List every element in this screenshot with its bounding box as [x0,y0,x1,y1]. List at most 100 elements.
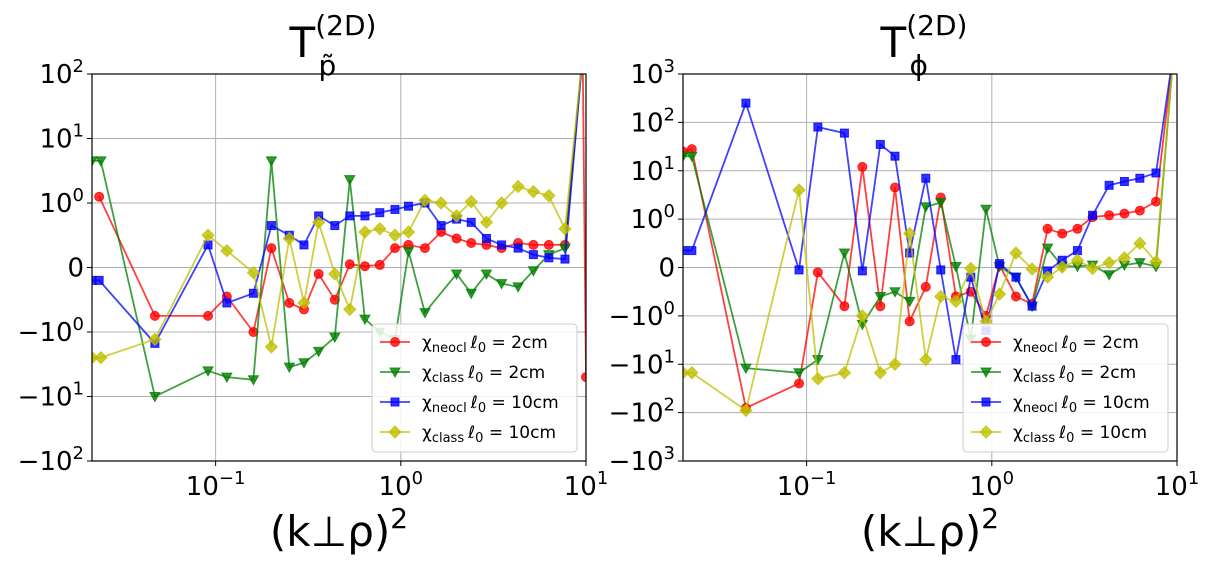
tick-base: −10 [18,447,73,477]
data-point [740,363,752,375]
tick-exponent: 2 [73,56,84,77]
data-point [950,262,962,273]
tick-base: 10 [186,472,219,502]
legend-label: χclass ℓ0 = 10cm [1013,423,1147,446]
data-point [578,50,587,59]
tick-exponent: 0 [1003,468,1014,489]
legend-marker [389,367,401,379]
tick-exponent: 1 [597,468,608,489]
legend-item-1: χneocl ℓ0 = 2cm [380,333,548,356]
data-point [419,308,431,319]
data-point [905,248,915,258]
tick-base: 10 [777,472,810,502]
data-point [855,309,870,323]
data-point [527,266,540,277]
legend-chi: χ [1013,363,1023,383]
data-point [1151,168,1161,178]
data-point [465,288,478,300]
data-point [1041,243,1054,255]
data-point [813,122,823,132]
x-tick-label: 10−1 [777,468,837,502]
data-point [1042,223,1053,234]
legend-label: χneocl ℓ0 = 10cm [1013,393,1150,416]
data-point [1150,196,1161,207]
data-point [345,211,355,221]
legend-ell-subscript: 0 [478,341,486,356]
data-point [964,261,978,276]
tick-base: 0 [658,254,675,284]
data-point [94,191,105,202]
data-point [344,259,355,270]
data-point [497,240,507,250]
data-point [578,51,588,60]
legend-ell: ℓ [1061,393,1069,413]
tick-base: 10 [39,189,72,219]
data-point [949,294,963,309]
y-tick-label: 102 [630,104,675,138]
data-point [202,366,214,377]
legend-ell: ℓ [1061,333,1069,353]
data-point [992,287,1007,301]
data-point [434,196,448,210]
data-point [1072,246,1082,256]
legend-ell: ℓ [470,333,478,353]
legend-ell-subscript: 0 [1069,401,1077,416]
data-point [812,355,824,366]
y-tick-label: −103 [609,443,675,477]
data-point [1168,45,1180,57]
data-point [330,221,340,231]
data-point [811,372,825,386]
y-tick-label: −102 [18,443,84,477]
data-point [313,268,324,279]
data-point [266,243,277,254]
data-point [890,151,900,161]
data-point [1055,260,1069,274]
tick-exponent: 0 [664,298,675,319]
legend-value: = 2cm [483,363,545,383]
data-point [359,261,370,272]
data-point [403,201,413,211]
legend-box [962,323,1169,453]
data-point [873,366,888,380]
legend-marker [390,337,400,347]
tick-exponent: 0 [73,314,84,335]
x-tick-label: 101 [1155,468,1200,502]
data-point [1085,261,1100,276]
data-point [418,193,432,208]
data-point [1102,255,1116,270]
data-point [528,250,538,260]
legend-chi: χ [1013,423,1023,443]
x-axis-label: (k⊥ρ)2 [861,502,999,556]
data-point [683,151,689,163]
data-point [857,266,867,276]
legend-subscript: neocl [432,341,467,356]
y-tick-label: 100 [630,201,675,235]
tick-base: −10 [18,383,73,413]
data-point [220,244,234,258]
tick-exponent: 1 [664,346,675,367]
tick-base: −10 [609,447,664,477]
data-point [419,243,430,254]
xlabel-main: (k⊥ρ) [270,507,390,556]
legend-chi: χ [1013,393,1023,413]
title-superscript: (2D) [906,9,967,42]
tick-exponent: 1 [73,379,84,400]
legend-label: χclass ℓ0 = 2cm [422,363,545,386]
legend-subscript: neocl [1023,341,1058,356]
legend-marker [981,397,991,407]
data-point [283,362,296,374]
tick-exponent: 1 [664,153,675,174]
data-point [1133,258,1146,269]
data-point [560,254,570,264]
legend-label: χclass ℓ0 = 2cm [1013,363,1136,386]
tick-exponent: −1 [810,468,837,489]
x-tick-label: 100 [970,468,1015,502]
legend-value: = 2cm [1077,333,1139,353]
tick-exponent: 2 [664,395,675,416]
data-point [888,357,902,371]
legend-marker [979,425,993,439]
data-point [92,156,98,167]
